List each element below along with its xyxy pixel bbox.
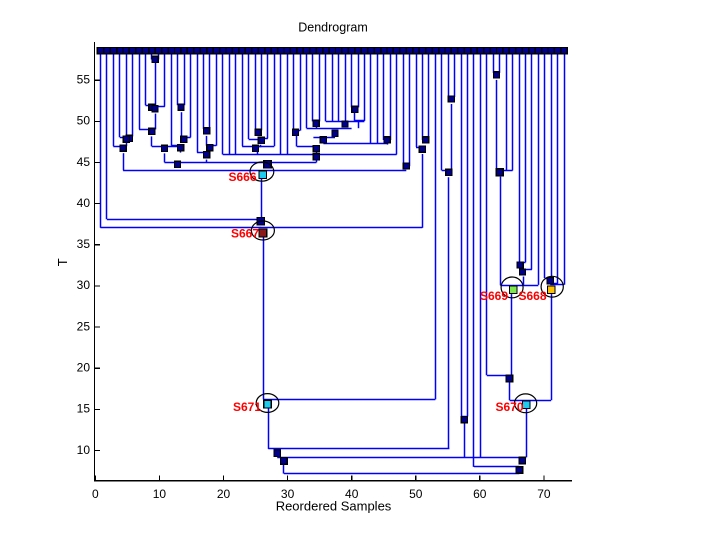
svg-text:10: 10 <box>153 487 167 501</box>
svg-text:40: 40 <box>77 196 91 210</box>
svg-text:30: 30 <box>77 278 91 292</box>
svg-text:S669: S669 <box>480 289 508 303</box>
svg-text:25: 25 <box>77 319 91 333</box>
svg-text:50: 50 <box>409 487 423 501</box>
svg-text:60: 60 <box>473 487 487 501</box>
svg-text:Reordered Samples: Reordered Samples <box>276 498 392 513</box>
svg-text:30: 30 <box>281 487 295 501</box>
svg-text:20: 20 <box>217 487 231 501</box>
svg-text:S670: S670 <box>495 400 523 414</box>
svg-text:0: 0 <box>92 487 99 501</box>
svg-text:S668: S668 <box>518 289 546 303</box>
svg-text:45: 45 <box>77 155 91 169</box>
svg-text:T: T <box>55 258 70 266</box>
svg-text:S667: S667 <box>231 227 259 241</box>
svg-text:35: 35 <box>77 237 91 251</box>
svg-text:20: 20 <box>77 361 91 375</box>
svg-text:50: 50 <box>77 114 91 128</box>
svg-text:15: 15 <box>77 402 91 416</box>
svg-text:S671: S671 <box>233 400 261 414</box>
svg-text:40: 40 <box>345 487 359 501</box>
svg-text:Dendrogram: Dendrogram <box>298 21 367 35</box>
svg-text:55: 55 <box>77 73 91 87</box>
svg-text:10: 10 <box>77 443 91 457</box>
svg-text:70: 70 <box>537 487 551 501</box>
svg-text:S666: S666 <box>228 170 256 184</box>
